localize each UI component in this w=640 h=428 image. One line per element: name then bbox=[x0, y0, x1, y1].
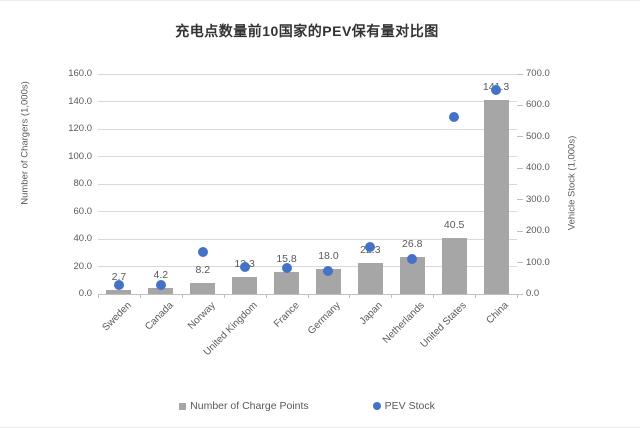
legend: Number of Charge Points PEV Stock bbox=[0, 400, 614, 412]
pev-stock-dot bbox=[239, 261, 250, 272]
y-axis-tick-label-right: 0.0 bbox=[526, 288, 540, 299]
x-axis-tick bbox=[223, 294, 225, 298]
pev-stock-dot bbox=[491, 85, 502, 96]
y-axis-tick-label-left: 40.0 bbox=[73, 233, 93, 244]
gridline bbox=[98, 266, 517, 267]
legend-item-charge-points: Number of Charge Points bbox=[179, 400, 309, 412]
y-axis-tick-label-left: 100.0 bbox=[68, 150, 92, 162]
x-category-label: Japan bbox=[358, 300, 386, 328]
y-axis-tick-right bbox=[517, 104, 523, 106]
x-axis-tick bbox=[98, 294, 99, 298]
legend-label-pev-stock: PEV Stock bbox=[384, 400, 435, 412]
y-axis-tick-label-right: 500.0 bbox=[526, 130, 550, 142]
gridline bbox=[98, 238, 517, 240]
pev-stock-dot bbox=[197, 247, 208, 258]
chart-title: 充电点数量前10国家的PEV保有量对比图 bbox=[175, 23, 439, 39]
legend-label-charge-points: Number of Charge Points bbox=[190, 400, 309, 412]
pev-stock-dot bbox=[323, 266, 334, 277]
bar bbox=[232, 277, 258, 294]
y-axis-tick-label-right: 300.0 bbox=[526, 193, 550, 205]
y-axis-tick-label-left: 120.0 bbox=[68, 123, 92, 134]
bar bbox=[148, 288, 174, 294]
y-axis-tick-right bbox=[517, 262, 523, 264]
bar bbox=[106, 290, 132, 294]
y-axis-tick-right bbox=[517, 167, 523, 169]
left-axis-title: Number of Chargers (1,000s) bbox=[19, 81, 31, 205]
gridline bbox=[98, 156, 517, 157]
x-category-label: Canada bbox=[143, 300, 176, 333]
gridline bbox=[98, 128, 517, 130]
bar-data-label: 18.0 bbox=[318, 250, 339, 263]
y-axis-tick-right bbox=[517, 230, 523, 232]
y-axis-tick-right bbox=[517, 293, 523, 295]
pev-stock-dot bbox=[155, 279, 166, 290]
x-axis-tick bbox=[433, 294, 435, 298]
bar bbox=[357, 263, 383, 294]
gridline bbox=[98, 183, 517, 185]
x-category-label: Germany bbox=[306, 300, 344, 337]
x-category-label: Norway bbox=[185, 300, 218, 332]
x-axis-tick bbox=[181, 294, 183, 298]
right-axis-title: Vehicle Stock (1,000s) bbox=[566, 135, 578, 231]
y-axis-tick-label-right: 100.0 bbox=[526, 256, 550, 268]
y-axis-tick-right bbox=[517, 73, 523, 75]
pev-stock-dot bbox=[281, 262, 292, 273]
plot-area: 2.74.28.212.315.818.022.326.840.5141.3 bbox=[98, 73, 517, 294]
bar bbox=[441, 238, 467, 294]
x-category-label: France bbox=[271, 300, 302, 330]
x-axis-tick bbox=[265, 294, 267, 298]
x-axis-tick bbox=[139, 294, 141, 298]
x-axis-tick bbox=[307, 294, 309, 298]
bar bbox=[274, 272, 300, 294]
y-axis-tick-label-right: 200.0 bbox=[526, 225, 550, 237]
bar-data-label: 26.8 bbox=[402, 238, 423, 251]
pev-stock-dot bbox=[407, 253, 418, 264]
x-axis-tick bbox=[349, 294, 351, 298]
gridline bbox=[98, 101, 517, 102]
bar-data-label: 40.5 bbox=[443, 219, 465, 232]
y-axis-tick-label-right: 600.0 bbox=[526, 99, 550, 111]
y-axis-tick-right bbox=[517, 136, 523, 138]
x-category-label: China bbox=[484, 300, 511, 327]
x-axis-tick bbox=[517, 294, 518, 298]
pev-stock-dot bbox=[365, 241, 376, 252]
y-axis-tick-label-right: 700.0 bbox=[526, 68, 550, 79]
y-axis-tick-label-left: 80.0 bbox=[73, 178, 93, 189]
y-axis-tick-label-left: 20.0 bbox=[73, 260, 93, 272]
y-axis-tick-label-right: 400.0 bbox=[526, 162, 550, 174]
y-axis-tick-label-left: 140.0 bbox=[68, 95, 92, 107]
y-axis-tick-label-left: 0.0 bbox=[78, 288, 92, 299]
x-axis-tick bbox=[475, 294, 477, 298]
bar bbox=[190, 282, 216, 294]
y-axis-tick-right bbox=[517, 199, 523, 201]
bar-data-label: 15.8 bbox=[276, 253, 297, 266]
gridline bbox=[98, 73, 517, 75]
bar bbox=[483, 99, 509, 294]
x-axis-tick bbox=[391, 294, 393, 298]
gridline bbox=[98, 211, 517, 212]
y-axis-tick-label-left: 160.0 bbox=[68, 68, 92, 79]
bar-data-label: 8.2 bbox=[195, 263, 211, 276]
pev-stock-dot bbox=[449, 111, 460, 122]
pev-stock-dot bbox=[113, 279, 124, 290]
bar-data-label: 4.2 bbox=[153, 269, 169, 282]
bar-series-swatch-icon bbox=[179, 402, 187, 410]
dot-series-swatch-icon bbox=[372, 402, 381, 410]
x-category-label: Sweden bbox=[100, 300, 134, 334]
y-axis-tick-label-left: 60.0 bbox=[73, 205, 93, 217]
legend-item-pev-stock: PEV Stock bbox=[372, 400, 435, 412]
